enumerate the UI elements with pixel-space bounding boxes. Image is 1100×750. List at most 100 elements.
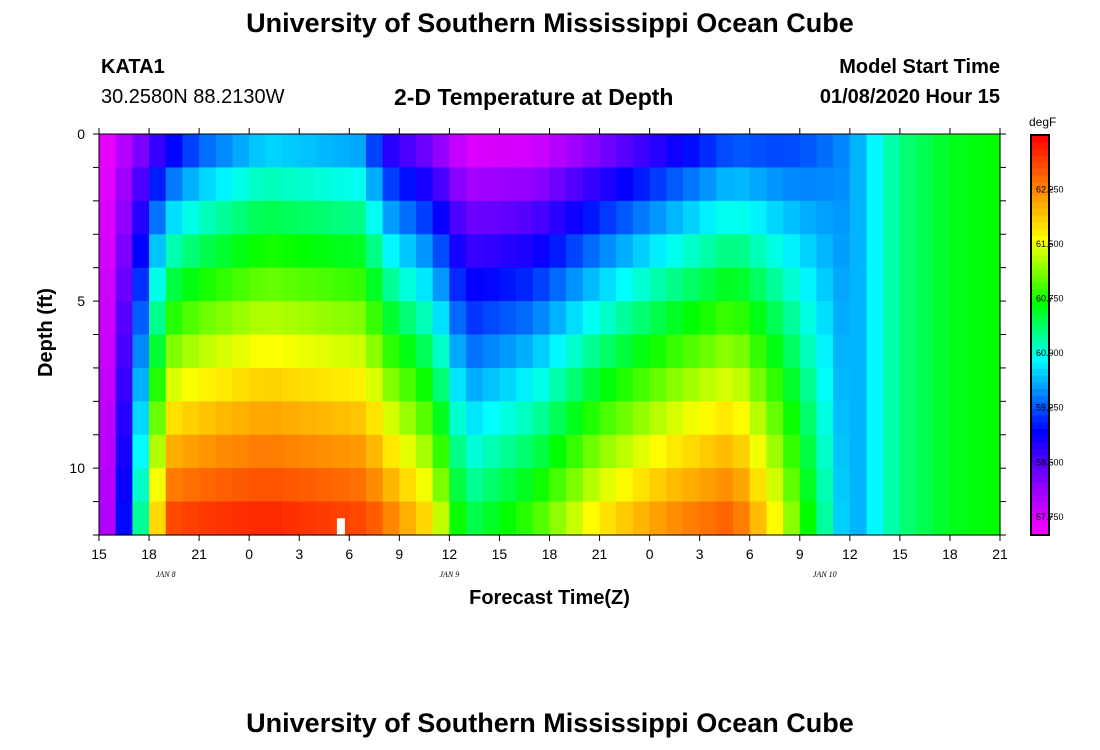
heatmap-cell	[432, 234, 450, 269]
heatmap-cell	[432, 501, 450, 536]
heatmap-cell	[749, 434, 768, 469]
heatmap-cell	[315, 367, 334, 402]
heatmap-cell	[265, 267, 284, 302]
heatmap-cell	[849, 301, 868, 336]
heatmap-cell	[249, 301, 267, 336]
heatmap-cell	[416, 401, 434, 436]
heatmap-cell	[449, 334, 467, 369]
heatmap-cell	[666, 301, 684, 336]
heatmap-cell	[466, 200, 484, 235]
heatmap-cell	[716, 401, 734, 436]
heatmap-cell	[232, 367, 250, 402]
heatmap-cell	[899, 334, 918, 369]
heatmap-cell	[482, 434, 501, 469]
heatmap-cell	[215, 301, 234, 336]
heatmap-cell	[466, 167, 484, 202]
heatmap-cell	[983, 234, 1001, 269]
x-tick-label: 12	[842, 546, 858, 562]
colorbar-segment	[1031, 315, 1049, 323]
heatmap-cell	[99, 367, 117, 402]
heatmap-cell	[382, 468, 400, 503]
heatmap-cell	[933, 234, 951, 269]
colorbar-segment	[1031, 301, 1049, 309]
heatmap-cell	[833, 367, 851, 402]
model-start-label: Model Start Time	[839, 56, 1000, 78]
heatmap-cell	[449, 367, 467, 402]
heatmap-cell	[632, 501, 651, 536]
heatmap-cell	[399, 367, 417, 402]
heatmap-cell	[699, 134, 717, 169]
heatmap-cell	[883, 334, 901, 369]
colorbar-segment	[1031, 235, 1049, 243]
heatmap-cell	[616, 468, 634, 503]
heatmap-cell	[733, 167, 751, 202]
heatmap-cell	[249, 334, 267, 369]
heatmap-cell	[232, 401, 250, 436]
heatmap-cell	[833, 200, 851, 235]
heatmap-cell	[499, 134, 517, 169]
heatmap-cell	[482, 367, 501, 402]
heatmap-cell	[766, 401, 784, 436]
heatmap-cell	[666, 200, 684, 235]
heatmap-cell	[582, 200, 601, 235]
heatmap-cell	[933, 501, 951, 536]
heatmap-cell	[666, 501, 684, 536]
heatmap-cell	[182, 134, 200, 169]
heatmap-cell	[666, 134, 684, 169]
heatmap-cell	[532, 200, 551, 235]
heatmap-cell	[933, 267, 951, 302]
heatmap-cell	[799, 401, 818, 436]
heatmap-cell	[165, 134, 184, 169]
heatmap-cell	[416, 501, 434, 536]
colorbar-segment	[1031, 428, 1049, 436]
heatmap-cell	[949, 501, 968, 536]
heatmap-cell	[365, 167, 384, 202]
colorbar-segment	[1031, 168, 1049, 176]
heatmap-cell	[165, 501, 184, 536]
heatmap-cell	[649, 401, 667, 436]
heatmap-cell	[299, 267, 317, 302]
heatmap-cell	[482, 334, 501, 369]
heatmap-cell	[799, 267, 818, 302]
heatmap-cell	[549, 501, 567, 536]
heatmap-cell	[532, 234, 551, 269]
heatmap-cell	[566, 200, 584, 235]
heatmap-cell	[182, 334, 200, 369]
heatmap-cell	[866, 234, 884, 269]
heatmap-cell	[733, 334, 751, 369]
heatmap-cell	[232, 167, 250, 202]
heatmap-cell	[649, 267, 667, 302]
heatmap-cell	[949, 334, 968, 369]
heatmap-cell	[716, 167, 734, 202]
heatmap-cell	[199, 234, 217, 269]
heatmap-cell	[349, 301, 367, 336]
heatmap-cell	[149, 301, 167, 336]
heatmap-cell	[199, 501, 217, 536]
heatmap-cell	[883, 200, 901, 235]
heatmap-cell	[949, 134, 968, 169]
y-axis-ticks: 0 5 10	[69, 126, 1006, 536]
heatmap-cell	[149, 367, 167, 402]
colorbar-segment	[1031, 275, 1049, 283]
heatmap-cell	[332, 301, 350, 336]
heatmap-cell	[532, 267, 551, 302]
heatmap-cell	[749, 267, 768, 302]
heatmap-cell	[482, 468, 501, 503]
heatmap-cell	[249, 267, 267, 302]
heatmap-cell	[682, 468, 701, 503]
heatmap-cell	[983, 134, 1001, 169]
x-tick-label: 0	[646, 546, 654, 562]
date-label: JAN 10	[813, 570, 837, 579]
heatmap-cell	[966, 401, 984, 436]
heatmap-cell	[132, 267, 150, 302]
heatmap-cell	[599, 468, 617, 503]
heatmap-cell	[916, 200, 934, 235]
heatmap-cell	[783, 134, 801, 169]
heatmap-cell	[582, 501, 601, 536]
heatmap-cell	[799, 134, 818, 169]
heatmap-cell	[149, 234, 167, 269]
heatmap-cell	[115, 134, 133, 169]
heatmap-cell	[132, 134, 150, 169]
heatmap-cell	[816, 501, 834, 536]
heatmap-cell	[616, 134, 634, 169]
